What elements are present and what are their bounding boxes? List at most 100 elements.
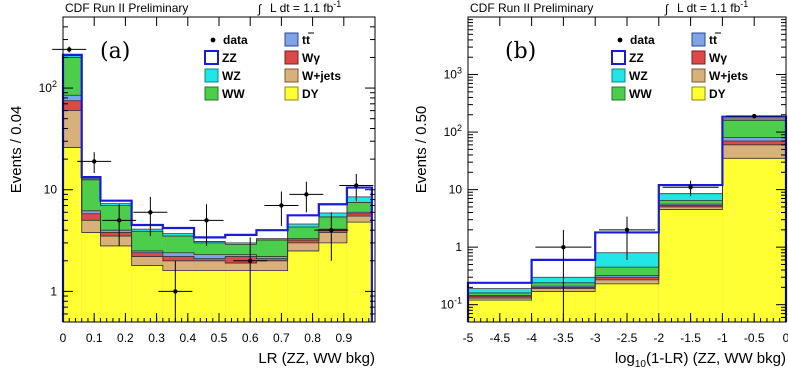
data-point xyxy=(279,203,284,208)
legend-data-marker xyxy=(617,37,623,43)
data-point xyxy=(248,258,253,263)
panel-label: (b) xyxy=(505,39,536,64)
data-point xyxy=(92,159,97,164)
step-outline-tt xyxy=(62,94,373,322)
x-tick-label: 0.3 xyxy=(148,331,165,345)
y-axis-label: Events / 0.50 xyxy=(413,106,430,194)
legend-label: DY xyxy=(302,87,319,101)
x-tick-label: -4 xyxy=(526,331,537,345)
y-tick-label: 10-1 xyxy=(441,296,462,312)
bar-dy xyxy=(225,270,257,322)
bar-dy xyxy=(131,265,163,322)
bar-dy xyxy=(722,158,786,322)
x-tick-label: -2 xyxy=(653,331,664,345)
x-tick-label: -2.5 xyxy=(617,331,638,345)
legend-swatch xyxy=(611,86,626,101)
step-outline-ww xyxy=(467,119,787,322)
step-outline-wz xyxy=(62,55,373,322)
legend-label: data xyxy=(223,33,248,47)
legend-swatch xyxy=(284,86,299,101)
step-outline-wjets xyxy=(62,110,373,322)
data-point xyxy=(304,192,309,197)
luminosity-label: L dt = 1.1 fb-1 xyxy=(270,0,341,15)
legend: data tt ZZ Wγ WZ W+jets WW DY xyxy=(204,32,341,101)
legend-label: W+jets xyxy=(709,69,748,83)
integral-symbol: ∫ xyxy=(257,2,262,16)
y-tick-label: 1 xyxy=(50,284,57,298)
legend-data-marker xyxy=(210,37,216,43)
integral-symbol: ∫ xyxy=(664,2,669,16)
legend-swatch xyxy=(204,68,219,83)
y-tick-label: 10 xyxy=(44,183,58,197)
bar-dy xyxy=(81,232,101,322)
legend-swatch xyxy=(611,68,626,83)
legend-label: Wγ xyxy=(302,51,320,65)
y-axis-label: Events / 0.04 xyxy=(8,106,25,194)
bar-dy xyxy=(100,245,132,322)
legend-label: WZ xyxy=(222,69,241,83)
y-tick-label: 1 xyxy=(455,240,462,254)
data-point xyxy=(67,47,72,52)
x-tick-label: 0.1 xyxy=(86,331,103,345)
x-tick-label: 0.6 xyxy=(242,331,259,345)
y-tick-label: 10 xyxy=(449,183,463,197)
panel-label: (a) xyxy=(100,39,130,64)
step-outline-tt xyxy=(467,137,787,322)
data-point xyxy=(148,210,153,215)
legend-swatch xyxy=(284,68,299,83)
bar-dy xyxy=(287,250,319,322)
step-outline-w xyxy=(467,140,787,322)
step-outline-ww xyxy=(62,57,373,322)
data-point xyxy=(116,218,122,223)
legend-label: Wγ xyxy=(709,51,727,65)
header-label: CDF Run II Preliminary xyxy=(65,1,188,15)
header-label: CDF Run II Preliminary xyxy=(470,1,593,15)
legend-swatch xyxy=(204,50,219,65)
x-tick-label: 0.4 xyxy=(179,331,196,345)
legend-label: DY xyxy=(709,87,726,101)
x-tick-label: 0.9 xyxy=(335,331,352,345)
bar-dy xyxy=(194,270,226,322)
data-point xyxy=(329,227,334,233)
y-tick-label: 102 xyxy=(39,79,57,95)
x-tick-label: -4.5 xyxy=(489,331,510,345)
x-tick-label: 0.8 xyxy=(304,331,321,345)
legend-swatch xyxy=(204,86,219,101)
step-outline-zz xyxy=(61,53,373,322)
legend-label: ZZ xyxy=(629,51,644,65)
x-tick-label: -3 xyxy=(590,331,601,345)
legend-swatch xyxy=(691,50,706,65)
x-tick-label: -1.5 xyxy=(680,331,701,345)
data-point xyxy=(688,185,693,190)
data-point xyxy=(204,218,209,223)
bar-dy xyxy=(658,209,723,322)
legend-swatch xyxy=(691,86,706,101)
legend-label: tt xyxy=(709,33,717,47)
step-outline-dy xyxy=(467,157,787,322)
data-point xyxy=(173,289,178,294)
x-axis-label: LR (ZZ, WW bkg) xyxy=(258,350,375,367)
data-point xyxy=(624,227,630,233)
legend-label: W+jets xyxy=(302,69,341,83)
bar-dy xyxy=(318,242,347,322)
x-tick-label: 0.2 xyxy=(117,331,134,345)
legend-label: WZ xyxy=(629,69,648,83)
x-tick-label: 0.7 xyxy=(273,331,290,345)
chart-panel-a: 0 0.1 0.2 0.3 0.4 0.5 0.6 0.7 0.8 0.9 1 10 102 CDF Ru… xyxy=(8,0,376,367)
x-tick-label: -3.5 xyxy=(553,331,574,345)
x-tick-label: -1 xyxy=(717,331,728,345)
y-tick-label: 102 xyxy=(444,123,462,139)
bar-dy xyxy=(256,270,288,322)
data-point xyxy=(561,244,566,250)
legend-label: data xyxy=(630,33,655,47)
legend-swatch xyxy=(284,32,299,47)
x-tick-label: -0.5 xyxy=(744,331,765,345)
legend-label: ZZ xyxy=(222,51,237,65)
x-tick-label: -5 xyxy=(463,331,474,345)
y-tick-label: 103 xyxy=(444,66,462,82)
bar-dy xyxy=(346,222,372,322)
step-outline-dy xyxy=(62,147,373,322)
step-outline-wjets xyxy=(467,144,787,322)
legend-label: WW xyxy=(629,87,652,101)
